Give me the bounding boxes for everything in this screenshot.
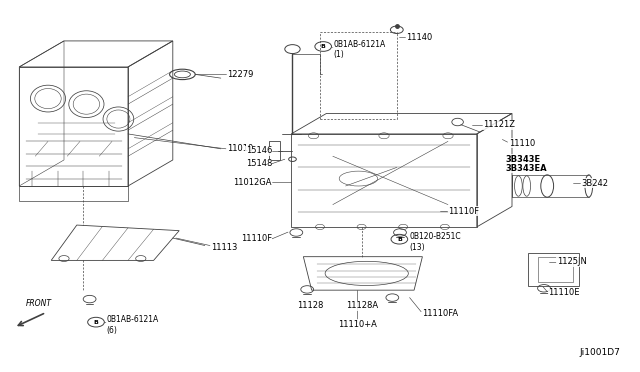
Text: 0B1AB-6121A: 0B1AB-6121A	[333, 40, 386, 49]
Text: 11012GA: 11012GA	[234, 178, 272, 187]
Text: 15148: 15148	[246, 159, 272, 168]
Text: 0B1AB-6121A: 0B1AB-6121A	[106, 315, 159, 324]
Text: 11010: 11010	[227, 144, 253, 153]
Text: 11128A: 11128A	[346, 301, 378, 310]
Text: 11110+A: 11110+A	[338, 320, 376, 329]
Text: (1): (1)	[333, 50, 344, 59]
Text: 15146: 15146	[246, 146, 272, 155]
Text: 1125JN: 1125JN	[557, 257, 587, 266]
Text: B: B	[397, 237, 402, 242]
Text: FRONT: FRONT	[26, 299, 51, 308]
Text: (13): (13)	[410, 243, 425, 252]
Text: 11110F: 11110F	[241, 234, 272, 243]
Text: 11128: 11128	[297, 301, 323, 310]
Text: 0B120-B251C: 0B120-B251C	[410, 232, 461, 241]
Text: B: B	[93, 320, 99, 325]
Text: (6): (6)	[106, 326, 117, 335]
Text: 3B242: 3B242	[581, 179, 608, 187]
Text: 11110: 11110	[509, 139, 535, 148]
Bar	[538, 257, 573, 282]
Text: 11110F: 11110F	[448, 207, 479, 216]
Text: 11110FA: 11110FA	[422, 309, 458, 318]
Text: B: B	[321, 44, 326, 49]
Text: 3B343E: 3B343E	[506, 155, 541, 164]
Text: 12279: 12279	[227, 70, 253, 79]
Text: 11140: 11140	[406, 33, 433, 42]
Text: 11110E: 11110E	[548, 288, 580, 297]
Bar	[269, 141, 280, 160]
Text: 11121Z: 11121Z	[483, 120, 515, 129]
Text: Ji1001D7: Ji1001D7	[580, 348, 621, 357]
Bar	[528, 253, 579, 286]
Text: 11113: 11113	[211, 243, 237, 252]
Text: 3B343EA: 3B343EA	[506, 164, 547, 173]
